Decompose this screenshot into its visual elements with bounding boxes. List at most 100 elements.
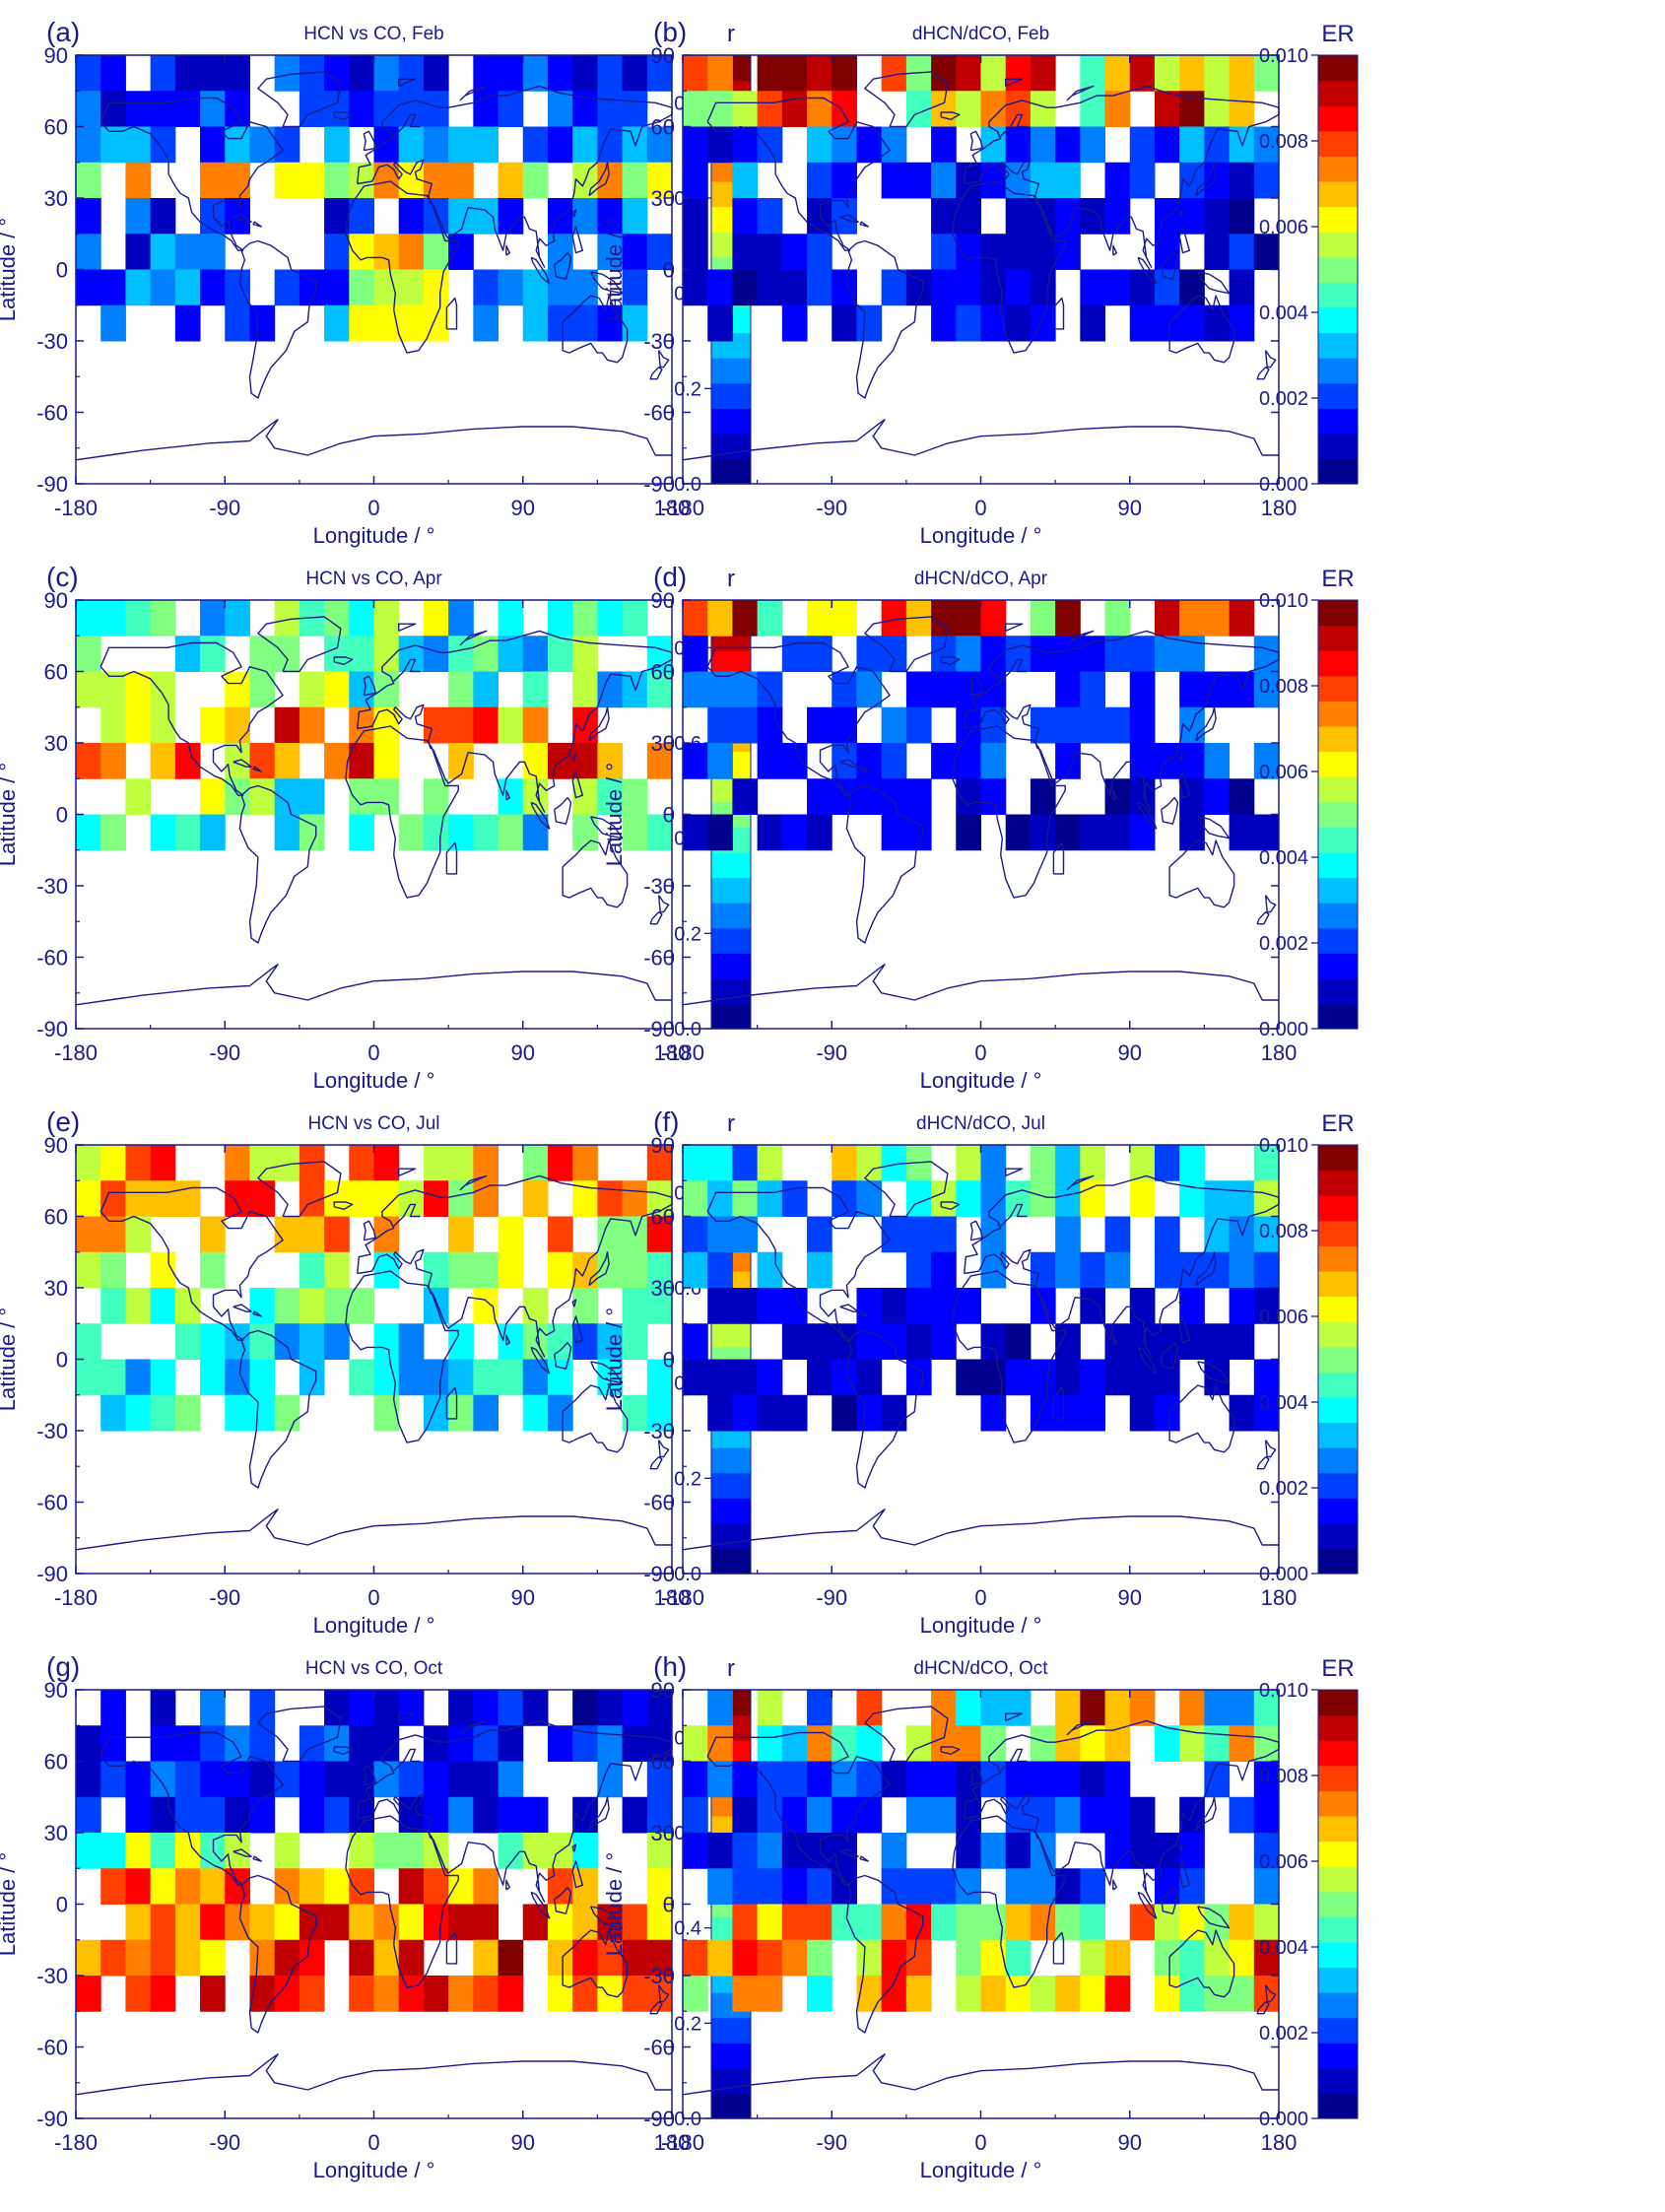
coastline: [345, 1815, 459, 1988]
heatmap-cell: [1229, 1939, 1255, 1977]
x-axis-label: Longitude / °: [920, 1068, 1042, 1093]
heatmap-cell: [1253, 1904, 1280, 1941]
heatmap-cell: [956, 1796, 981, 1834]
heatmap-cell: [1154, 55, 1180, 92]
heatmap-cell: [373, 1939, 400, 1977]
heatmap-cell: [931, 304, 957, 342]
coastline: [952, 180, 1066, 354]
heatmap-cell: [324, 234, 350, 270]
heatmap-cell: [200, 600, 226, 637]
coastline: [252, 1310, 262, 1317]
coastline: [445, 841, 458, 875]
colorbar-tick-label: 0.0: [674, 2109, 701, 2130]
heatmap-cell: [1229, 1725, 1255, 1762]
heatmap-cell: [707, 1394, 733, 1432]
heatmap-cell: [1104, 1761, 1131, 1798]
heatmap-cell: [274, 162, 300, 199]
heatmap-cell: [1030, 1725, 1056, 1762]
x-tick-label: -180: [661, 1040, 704, 1065]
heatmap-cell: [931, 671, 957, 708]
heatmap-cell: [349, 1796, 374, 1834]
colorbar-label: r: [727, 21, 735, 47]
coastline: [1264, 895, 1277, 913]
colorbar-tick-label: 0.010: [1259, 1135, 1308, 1157]
heatmap-cell: [646, 743, 673, 779]
heatmap-cell: [646, 814, 673, 851]
coastline: [1197, 1361, 1231, 1384]
heatmap-cell: [1005, 814, 1032, 851]
heatmap-cell: [398, 1939, 425, 1977]
heatmap-cell: [100, 1251, 126, 1289]
heatmap-cell: [732, 1180, 759, 1217]
heatmap-cell: [249, 1145, 276, 1181]
coastline: [1052, 1386, 1065, 1420]
heatmap-cell: [881, 706, 907, 744]
heatmap-cell: [473, 671, 500, 708]
heatmap-cell: [807, 778, 832, 815]
heatmap-cell: [683, 1761, 708, 1798]
heatmap-cells: [683, 55, 1280, 342]
colorbar-tick-label: 0.006: [1259, 762, 1308, 783]
heatmap-cell: [1055, 1796, 1081, 1834]
y-tick-label: 60: [651, 115, 675, 140]
x-tick-label: 90: [511, 2130, 535, 2155]
coastline: [252, 766, 262, 772]
heatmap-cell: [732, 778, 759, 815]
colorbar-segment: [1318, 851, 1358, 879]
heatmap-cell: [1030, 91, 1056, 127]
heatmap-cell: [807, 600, 832, 637]
heatmap-cell: [980, 671, 1007, 708]
heatmap-cell: [956, 55, 981, 92]
heatmap-cell: [76, 743, 101, 779]
heatmap-cell: [707, 1939, 733, 1977]
heatmap-cell: [174, 636, 201, 672]
heatmap-cell: [423, 1796, 449, 1834]
coastline: [363, 675, 376, 697]
colorbar-segment: [1318, 1472, 1358, 1499]
heatmap-cell: [174, 269, 201, 306]
heatmap-cell: [225, 304, 250, 342]
coastline: [1178, 1315, 1190, 1344]
heatmap-cell: [781, 1725, 808, 1762]
heatmap-cell: [174, 1761, 201, 1798]
colorbar-tick-label: 0.002: [1259, 933, 1308, 955]
heatmap-cell: [781, 1796, 808, 1834]
heatmap-cell: [225, 126, 250, 164]
coastline: [1256, 911, 1270, 925]
heatmap-cells: [683, 1690, 1280, 2012]
heatmap-cell: [448, 1216, 474, 1253]
heatmap-cell: [498, 636, 524, 672]
heatmap-cell: [373, 778, 400, 815]
heatmap-cell: [646, 1761, 673, 1798]
heatmap-cell: [349, 814, 374, 851]
heatmap-cell: [547, 1359, 573, 1396]
heatmap-cell: [1154, 1725, 1180, 1762]
heatmap-cell: [373, 743, 400, 779]
heatmap-cell: [150, 1868, 176, 1905]
heatmap-cell: [498, 1323, 524, 1360]
heatmap-cell: [1253, 1251, 1280, 1289]
heatmap-cell: [473, 269, 500, 306]
panel-title: HCN vs CO, Oct: [305, 1658, 443, 1679]
heatmap-cell: [522, 1180, 549, 1217]
coastline: [969, 130, 983, 152]
heatmap-cell: [807, 1323, 832, 1360]
heatmap-cell: [349, 1761, 374, 1798]
heatmap-cell: [125, 1359, 152, 1396]
heatmap-cell: [856, 1323, 883, 1360]
heatmap-cell: [76, 234, 101, 270]
heatmap-cell: [1154, 234, 1180, 270]
x-tick-label: -90: [209, 1585, 240, 1610]
coastline: [562, 1384, 629, 1453]
heatmap-cell: [980, 269, 1007, 306]
heatmap-cell: [1229, 1251, 1255, 1289]
heatmap-cell: [646, 126, 673, 164]
heatmap-cell: [931, 1796, 957, 1834]
colorbar-segment: [1318, 306, 1358, 334]
heatmap-cell: [299, 1288, 325, 1324]
colorbar-segment: [1318, 1522, 1358, 1550]
coastline: [252, 1855, 262, 1862]
heatmap-cell: [980, 1904, 1007, 1941]
heatmap-cell: [225, 162, 250, 199]
